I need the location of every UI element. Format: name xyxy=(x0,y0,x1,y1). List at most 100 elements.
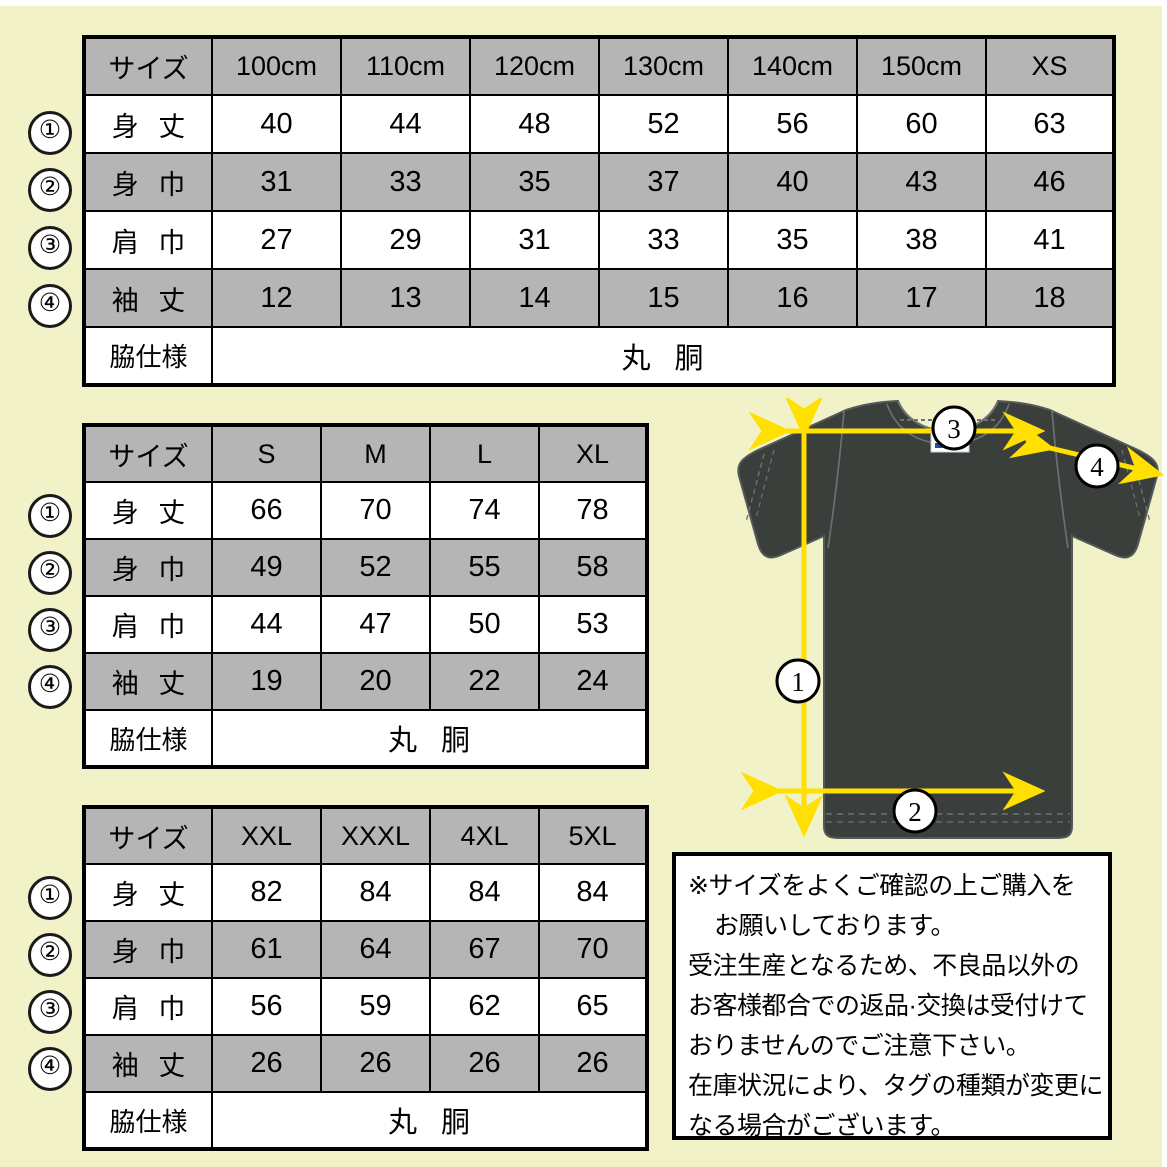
cell: 48 xyxy=(469,94,600,154)
cell: 46 xyxy=(985,152,1115,212)
cell: 50 xyxy=(429,595,540,654)
cell: 35 xyxy=(469,152,600,212)
table-row: 袖 丈 12 13 14 15 16 17 18 xyxy=(83,268,1115,328)
marker-plus-1: ① xyxy=(28,876,72,920)
col-header: 150cm xyxy=(856,36,987,96)
diagram-marker-1: 1 xyxy=(791,667,805,697)
table-row-side-spec: 脇仕様 丸 胴 xyxy=(83,709,648,768)
row-label: 袖 丈 xyxy=(83,268,213,328)
diagram-marker-3: 3 xyxy=(947,414,961,444)
row-label: 肩 巾 xyxy=(83,210,213,270)
col-header: 110cm xyxy=(340,36,471,96)
table-header-row: サイズ S M L XL xyxy=(83,424,648,483)
row-label: 身 丈 xyxy=(83,863,213,922)
cell: 14 xyxy=(469,268,600,328)
table-row-side-spec: 脇仕様 丸 胴 xyxy=(83,1091,648,1150)
col-header: 140cm xyxy=(727,36,858,96)
cell: 26 xyxy=(429,1034,540,1093)
cell: 65 xyxy=(538,977,648,1036)
cell: 55 xyxy=(429,538,540,597)
cell: 13 xyxy=(340,268,471,328)
row-label: 身 丈 xyxy=(83,94,213,154)
col-header-size: サイズ xyxy=(83,36,213,96)
cell: 52 xyxy=(320,538,431,597)
row-label: 袖 丈 xyxy=(83,1034,213,1093)
row-label-side-spec: 脇仕様 xyxy=(83,326,213,386)
table-row: 肩 巾 56 59 62 65 xyxy=(83,977,648,1036)
col-header: XXL xyxy=(211,806,322,865)
cell: 56 xyxy=(727,94,858,154)
cell: 82 xyxy=(211,863,322,922)
note-line: なる場合がございます。 xyxy=(688,1112,956,1140)
cell: 33 xyxy=(340,152,471,212)
cell: 70 xyxy=(320,481,431,540)
cell-side-spec: 丸 胴 xyxy=(211,709,648,768)
cell: 53 xyxy=(538,595,648,654)
size-table-adult: サイズ S M L XL 身 丈 66 70 74 78 身 巾 49 52 5… xyxy=(82,423,649,769)
note-line: お願いしております。 xyxy=(714,912,956,940)
col-header: XL xyxy=(538,424,648,483)
cell: 84 xyxy=(538,863,648,922)
cell: 61 xyxy=(211,920,322,979)
marker-kids-2: ② xyxy=(28,168,72,212)
marker-adult-2: ② xyxy=(28,551,72,595)
tshirt-measurement-diagram: 3 4 1 2 xyxy=(668,398,1167,846)
cell: 41 xyxy=(985,210,1115,270)
cell: 62 xyxy=(429,977,540,1036)
cell: 26 xyxy=(211,1034,322,1093)
col-header: M xyxy=(320,424,431,483)
col-header: 120cm xyxy=(469,36,600,96)
marker-plus-4: ④ xyxy=(28,1047,72,1091)
marker-adult-4: ④ xyxy=(28,665,72,709)
marker-plus-2: ② xyxy=(28,933,72,977)
note-line: 受注生産となるため、不良品以外の xyxy=(688,952,1080,980)
cell: 56 xyxy=(211,977,322,1036)
cell: 78 xyxy=(538,481,648,540)
row-label-side-spec: 脇仕様 xyxy=(83,1091,213,1150)
cell: 37 xyxy=(598,152,729,212)
cell: 40 xyxy=(211,94,342,154)
cell: 44 xyxy=(340,94,471,154)
col-header: 100cm xyxy=(211,36,342,96)
cell: 33 xyxy=(598,210,729,270)
marker-kids-4: ④ xyxy=(28,284,72,328)
cell: 31 xyxy=(469,210,600,270)
cell: 59 xyxy=(320,977,431,1036)
table-row: 身 巾 61 64 67 70 xyxy=(83,920,648,979)
cell: 15 xyxy=(598,268,729,328)
purchase-note-box: ※サイズをよくご確認の上ご購入を お願いしております。 受注生産となるため、不良… xyxy=(672,852,1112,1140)
cell-side-spec: 丸 胴 xyxy=(211,1091,648,1150)
top-frame-strip xyxy=(0,0,1167,6)
note-line: 在庫状況により、タグの種類が変更に xyxy=(688,1072,1104,1100)
cell: 52 xyxy=(598,94,729,154)
diagram-marker-2: 2 xyxy=(908,797,922,827)
cell: 12 xyxy=(211,268,342,328)
table-row-side-spec: 脇仕様 丸 胴 xyxy=(83,326,1115,386)
table-row: 身 丈 40 44 48 52 56 60 63 xyxy=(83,94,1115,154)
cell: 64 xyxy=(320,920,431,979)
cell: 19 xyxy=(211,652,322,711)
cell: 66 xyxy=(211,481,322,540)
col-header: 4XL xyxy=(429,806,540,865)
cell: 84 xyxy=(429,863,540,922)
marker-adult-1: ① xyxy=(28,494,72,538)
row-label: 身 巾 xyxy=(83,152,213,212)
cell: 44 xyxy=(211,595,322,654)
table-row: 身 巾 49 52 55 58 xyxy=(83,538,648,597)
cell: 31 xyxy=(211,152,342,212)
right-frame-strip xyxy=(1162,0,1167,1167)
cell: 38 xyxy=(856,210,987,270)
cell: 49 xyxy=(211,538,322,597)
col-header: 5XL xyxy=(538,806,648,865)
table-row: 身 丈 82 84 84 84 xyxy=(83,863,648,922)
table-row: 肩 巾 27 29 31 33 35 38 41 xyxy=(83,210,1115,270)
cell: 43 xyxy=(856,152,987,212)
row-label: 身 巾 xyxy=(83,920,213,979)
table-header-row: サイズ 100cm 110cm 120cm 130cm 140cm 150cm … xyxy=(83,36,1115,96)
cell: 22 xyxy=(429,652,540,711)
cell: 16 xyxy=(727,268,858,328)
row-label: 肩 巾 xyxy=(83,977,213,1036)
marker-kids-1: ① xyxy=(28,111,72,155)
note-line: おりませんのでご注意下さい。 xyxy=(688,1032,1031,1060)
size-table-kids: サイズ 100cm 110cm 120cm 130cm 140cm 150cm … xyxy=(82,35,1116,387)
